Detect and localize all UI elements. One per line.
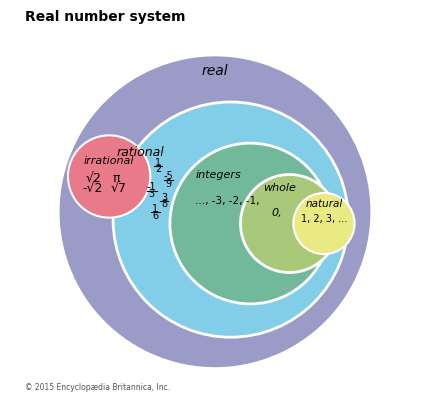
Text: 1: 1 [155, 158, 161, 168]
Circle shape [170, 143, 331, 304]
Circle shape [240, 174, 338, 272]
Text: real: real [202, 64, 228, 78]
Text: 0,: 0, [272, 208, 282, 218]
Text: 3: 3 [161, 193, 167, 203]
Text: π: π [113, 172, 120, 185]
Circle shape [68, 135, 150, 218]
Circle shape [293, 193, 355, 254]
Text: 2: 2 [155, 164, 161, 174]
Text: Real number system: Real number system [25, 10, 185, 24]
Text: natural: natural [305, 199, 343, 209]
Text: -1: -1 [147, 182, 157, 192]
Circle shape [113, 102, 348, 337]
Text: √2: √2 [86, 172, 101, 185]
Text: integers: integers [196, 170, 242, 180]
Text: √7: √7 [111, 182, 127, 195]
Text: 3: 3 [148, 189, 154, 199]
Text: -√2: -√2 [83, 182, 103, 195]
Text: whole: whole [263, 183, 296, 193]
Text: © 2015 Encyclopædia Britannica, Inc.: © 2015 Encyclopædia Britannica, Inc. [25, 383, 170, 392]
Text: 1, 2, 3, ...: 1, 2, 3, ... [301, 214, 347, 224]
Text: irrational: irrational [84, 156, 135, 166]
Text: -5: -5 [164, 172, 174, 182]
Text: 6: 6 [152, 211, 159, 221]
Text: rational: rational [117, 146, 164, 160]
Text: 1: 1 [152, 204, 159, 214]
Text: 9: 9 [166, 178, 172, 188]
Text: ..., -3, -2, -1,: ..., -3, -2, -1, [194, 196, 259, 206]
Text: 8: 8 [161, 199, 167, 209]
Circle shape [58, 55, 372, 368]
